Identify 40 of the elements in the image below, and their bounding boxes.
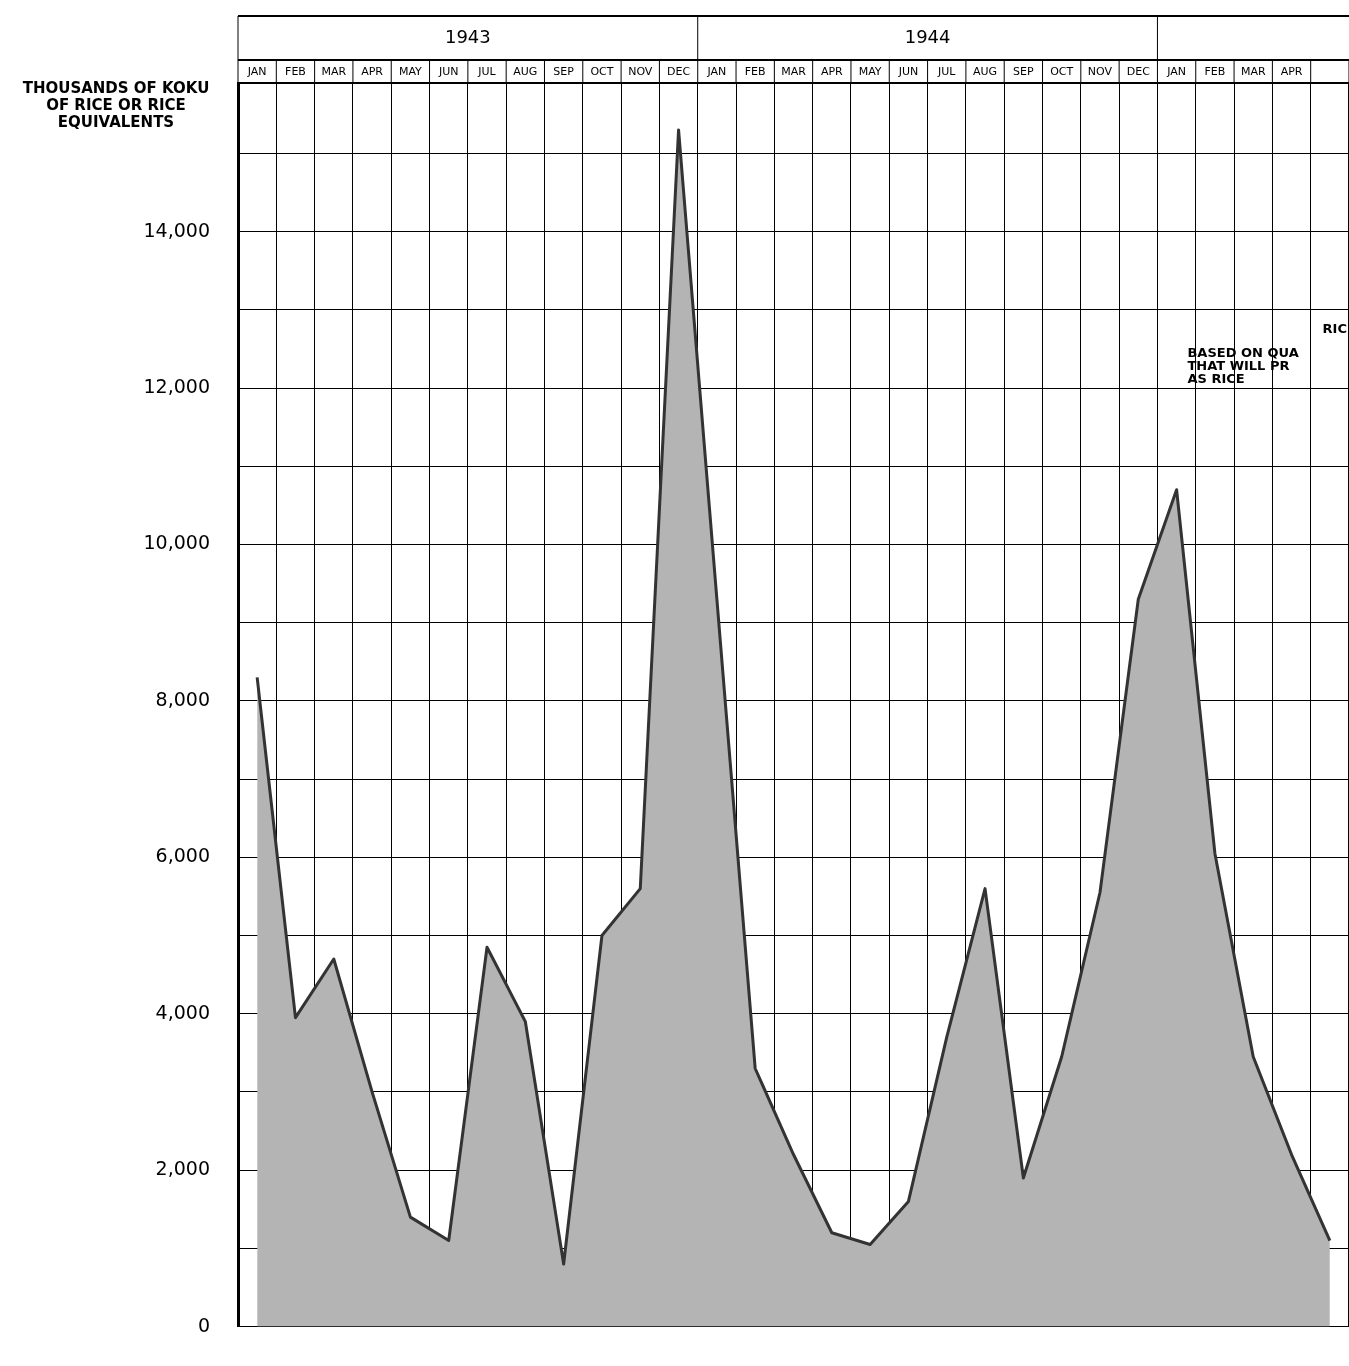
x-tick-label: AUG (513, 65, 538, 79)
y-axis-title: THOUSANDS OF KOKU OF RICE OR RICE EQUIVALENTS (21, 79, 211, 131)
annotation: RIC (1322, 321, 1347, 337)
text: 1944 (904, 25, 951, 47)
x-tick-label: SEP (553, 65, 575, 79)
x-tick-label: JUN (437, 65, 459, 79)
x-tick-label: NOV (628, 65, 653, 79)
y-tick-label: 6,000 (155, 844, 210, 867)
x-tick-label: MAY (398, 65, 423, 79)
x-tick-label: MAR (781, 65, 807, 79)
x-tick-label: AUG (973, 65, 998, 79)
y-tick-label: 2,000 (155, 1157, 210, 1180)
y-tick-label: 4,000 (155, 1000, 210, 1023)
x-tick-label: MAR (321, 65, 347, 79)
x-tick-label: FEB (744, 65, 766, 79)
x-tick-label: NOV (1087, 65, 1113, 79)
x-tick-label: APR (1280, 65, 1303, 79)
y-tick-label: 0 (197, 1313, 210, 1336)
x-tick-label: OCT (590, 65, 614, 79)
text: 1943 (444, 25, 491, 47)
x-tick-label: FEB (285, 65, 306, 79)
x-tick-label: JAN (1166, 65, 1187, 79)
x-tick-label: DEC (667, 65, 691, 79)
x-tick-label: FEB (1204, 65, 1226, 79)
y-tick-label: 10,000 (143, 531, 210, 554)
x-tick-label: OCT (1050, 65, 1074, 79)
x-tick-label: APR (820, 65, 844, 79)
y-tick-label: 12,000 (143, 374, 210, 397)
y-tick-label: 8,000 (155, 687, 210, 710)
x-tick-label: JAN (246, 65, 267, 79)
y-tick-label: 14,000 (143, 218, 210, 241)
x-tick-label: JUN (897, 65, 919, 79)
x-tick-label: SEP (1013, 65, 1035, 79)
x-tick-label: MAY (858, 65, 882, 79)
x-tick-label: DEC (1126, 65, 1151, 79)
x-tick-label: JAN (706, 65, 727, 79)
x-tick-label: APR (361, 65, 384, 79)
x-tick-label: MAR (1240, 65, 1266, 79)
x-tick-label: JUL (477, 65, 497, 79)
x-tick-label: JUL (937, 65, 957, 79)
